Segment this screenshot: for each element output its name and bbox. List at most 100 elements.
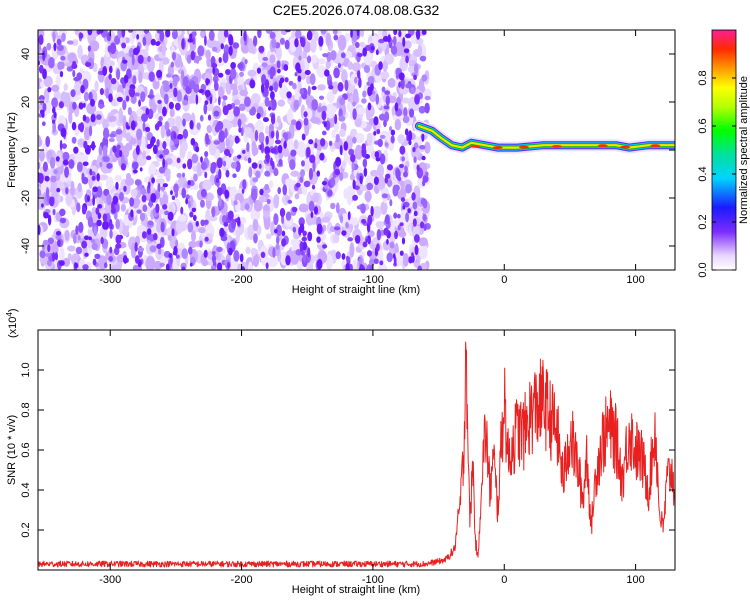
noise-speckle <box>282 147 290 158</box>
noise-speckle <box>112 195 119 205</box>
noise-speckle <box>63 92 71 108</box>
noise-speckle <box>219 227 225 238</box>
noise-speckle <box>141 231 147 239</box>
noise-speckle <box>148 71 155 82</box>
noise-speckle <box>77 182 82 193</box>
noise-speckle <box>177 221 188 232</box>
noise-speckle <box>210 265 216 270</box>
noise-speckle <box>80 153 89 164</box>
noise-speckle <box>266 198 271 205</box>
noise-speckle <box>233 250 240 262</box>
noise-speckle <box>53 168 58 175</box>
noise-speckle <box>62 174 72 182</box>
noise-speckle <box>163 93 169 105</box>
noise-speckle <box>384 111 390 122</box>
noise-speckle <box>413 210 418 217</box>
noise-speckle <box>384 214 390 225</box>
noise-speckle <box>89 40 100 52</box>
noise-speckle <box>301 236 307 242</box>
noise-speckle <box>162 80 169 86</box>
noise-speckle <box>339 214 344 224</box>
noise-speckle <box>352 194 358 201</box>
noise-speckle <box>299 176 304 184</box>
noise-speckle <box>141 135 146 152</box>
noise-speckle <box>84 252 89 257</box>
noise-speckle <box>222 95 228 101</box>
noise-speckle <box>103 262 108 269</box>
noise-speckle <box>269 85 274 92</box>
noise-speckle <box>155 203 160 214</box>
noise-speckle <box>46 150 53 160</box>
noise-speckle <box>275 46 283 61</box>
noise-speckle <box>134 179 141 186</box>
noise-speckle <box>164 210 170 216</box>
noise-speckle <box>91 140 96 151</box>
noise-speckle <box>400 77 405 90</box>
noise-speckle <box>38 188 42 197</box>
noise-speckle <box>416 164 420 172</box>
noise-speckle <box>382 35 389 42</box>
noise-speckle <box>122 59 128 64</box>
noise-speckle <box>322 244 328 249</box>
noise-speckle <box>216 246 223 253</box>
noise-speckle <box>64 229 70 242</box>
noise-speckle <box>128 87 136 98</box>
noise-speckle <box>308 200 315 212</box>
noise-speckle <box>156 139 160 148</box>
noise-speckle <box>142 36 147 47</box>
spectrogram-y-tick-label: 20 <box>20 96 32 108</box>
noise-speckle <box>362 90 367 98</box>
noise-speckle <box>105 176 114 191</box>
noise-speckle <box>98 174 109 181</box>
noise-speckle <box>174 190 179 198</box>
noise-speckle <box>310 38 317 53</box>
noise-speckle <box>49 156 56 169</box>
noise-speckle <box>213 80 218 91</box>
noise-speckle <box>399 226 405 238</box>
noise-speckle <box>348 148 355 156</box>
noise-speckle <box>59 70 64 78</box>
noise-speckle <box>171 30 178 40</box>
noise-speckle <box>167 211 174 221</box>
noise-speckle <box>196 162 202 177</box>
noise-speckle <box>125 125 131 130</box>
noise-speckle <box>194 55 202 61</box>
noise-speckle <box>366 145 375 154</box>
noise-speckle <box>362 158 368 168</box>
noise-speckle <box>277 68 281 74</box>
noise-speckle <box>102 213 108 223</box>
noise-speckle <box>178 176 187 184</box>
noise-speckle <box>152 232 158 241</box>
noise-speckle <box>79 122 85 133</box>
noise-speckle <box>372 236 379 245</box>
noise-speckle <box>99 161 103 168</box>
noise-speckle <box>230 61 236 70</box>
noise-speckle <box>367 214 373 226</box>
noise-speckle <box>318 35 324 47</box>
noise-speckle <box>185 198 189 205</box>
noise-speckle <box>70 180 75 197</box>
noise-speckle <box>256 67 261 74</box>
noise-speckle <box>293 99 300 111</box>
noise-speckle <box>359 264 364 269</box>
noise-speckle <box>218 96 221 106</box>
noise-speckle <box>169 82 173 89</box>
noise-speckle <box>111 207 116 214</box>
noise-speckle <box>77 235 81 241</box>
noise-speckle <box>130 120 136 131</box>
noise-speckle <box>109 246 113 254</box>
noise-speckle <box>109 133 116 138</box>
noise-speckle <box>82 114 87 122</box>
noise-speckle <box>45 252 51 257</box>
noise-speckle <box>319 138 326 147</box>
noise-speckle <box>173 87 178 98</box>
noise-speckle <box>187 158 193 170</box>
noise-speckle <box>300 169 306 178</box>
noise-speckle <box>182 75 189 87</box>
noise-speckle <box>252 35 258 47</box>
noise-speckle <box>148 163 157 177</box>
noise-speckle <box>302 49 308 62</box>
noise-speckle <box>52 31 56 43</box>
noise-speckle <box>52 208 56 216</box>
noise-speckle <box>210 165 216 174</box>
